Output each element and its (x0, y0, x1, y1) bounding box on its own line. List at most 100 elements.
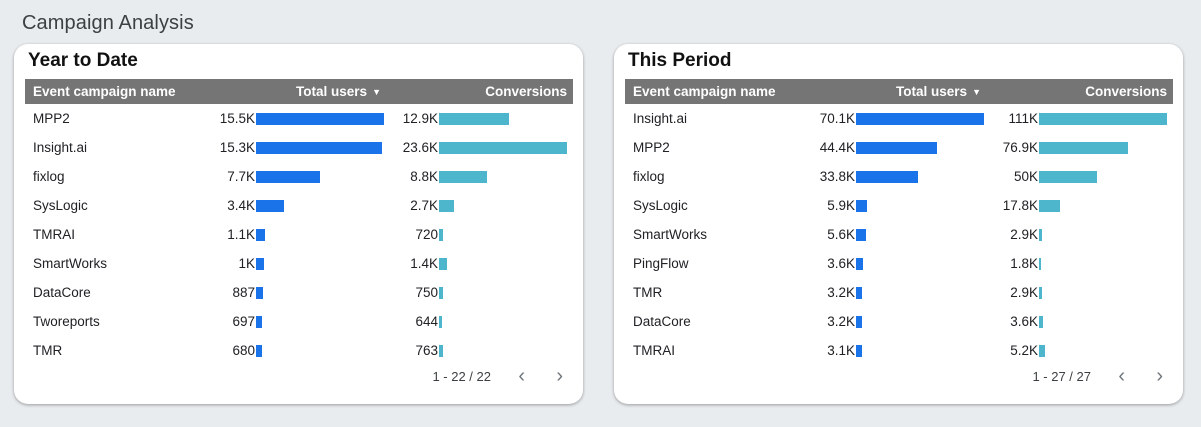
table-row[interactable]: SmartWorks 1K 1.4K (25, 249, 573, 278)
total-users-value: 1.1K (227, 227, 255, 242)
pagination-label: 1 - 22 / 22 (432, 369, 491, 384)
conversions-bar (439, 171, 487, 183)
total-users-value: 33.8K (819, 169, 855, 184)
conversions-value: 23.6K (402, 140, 438, 155)
conversions-bar (1039, 200, 1060, 212)
total-users-bar (256, 345, 262, 357)
total-users-value: 5.6K (827, 227, 855, 242)
total-users-value: 44.4K (819, 140, 855, 155)
column-header-label: Total users (296, 84, 368, 99)
total-users-value: 3.1K (827, 343, 855, 358)
column-header-conversions[interactable]: Conversions (1085, 84, 1167, 99)
this-period-card: This Period Event campaign name Total us… (614, 44, 1183, 404)
table-row[interactable]: Insight.ai 15.3K 23.6K (25, 133, 573, 162)
conversions-bar (1039, 316, 1043, 328)
total-users-value: 697 (232, 314, 255, 329)
table-row[interactable]: Tworeports 697 644 (25, 307, 573, 336)
conversions-bar (439, 287, 443, 299)
column-header-campaign-name[interactable]: Event campaign name (633, 84, 776, 99)
total-users-bar (856, 142, 937, 154)
conversions-bar (439, 200, 454, 212)
chevron-right-icon[interactable]: › (1156, 365, 1163, 387)
sort-desc-icon[interactable]: ▼ (372, 87, 381, 97)
table-row[interactable]: TMRAI 3.1K 5.2K (625, 336, 1173, 365)
campaign-name: Insight.ai (633, 111, 688, 126)
column-header-campaign-name[interactable]: Event campaign name (33, 84, 176, 99)
total-users-bar (856, 287, 862, 299)
conversions-value: 2.9K (1010, 227, 1038, 242)
table-row[interactable]: MPP2 44.4K 76.9K (625, 133, 1173, 162)
table-row[interactable]: TMRAI 1.1K 720 (25, 220, 573, 249)
chevron-right-icon[interactable]: › (556, 365, 563, 387)
total-users-value: 15.3K (219, 140, 255, 155)
total-users-value: 3.4K (227, 198, 255, 213)
sort-desc-icon[interactable]: ▼ (972, 87, 981, 97)
total-users-bar (256, 113, 384, 125)
conversions-bar (1039, 171, 1097, 183)
total-users-bar (256, 142, 382, 154)
conversions-bar (1039, 287, 1042, 299)
table-row[interactable]: PingFlow 3.6K 1.8K (625, 249, 1173, 278)
chevron-left-icon[interactable]: ‹ (518, 365, 525, 387)
table-body: MPP2 15.5K 12.9K Insight.ai 15.3K 23.6K fixlog… (25, 104, 573, 365)
campaign-name: TMRAI (33, 227, 75, 242)
table-row[interactable]: TMR 680 763 (25, 336, 573, 365)
conversions-value: 50K (1013, 169, 1038, 184)
table-body: Insight.ai 70.1K 111K MPP2 44.4K 76.9K fixlog 3… (625, 104, 1173, 365)
conversions-bar (439, 316, 442, 328)
conversions-value: 3.6K (1010, 314, 1038, 329)
column-header-label: Total users (896, 84, 968, 99)
table-row[interactable]: MPP2 15.5K 12.9K (25, 104, 573, 133)
table-row[interactable]: SysLogic 3.4K 2.7K (25, 191, 573, 220)
table-row[interactable]: TMR 3.2K 2.9K (625, 278, 1173, 307)
total-users-bar (256, 287, 263, 299)
campaign-name: TMRAI (633, 343, 675, 358)
conversions-bar (1039, 113, 1167, 125)
conversions-value: 1.8K (1010, 256, 1038, 271)
total-users-bar (856, 229, 866, 241)
table-row[interactable]: fixlog 7.7K 8.8K (25, 162, 573, 191)
conversions-bar (1039, 258, 1041, 270)
total-users-bar (856, 113, 984, 125)
conversions-value: 720 (415, 227, 438, 242)
conversions-bar (439, 345, 443, 357)
table-row[interactable]: DataCore 3.2K 3.6K (625, 307, 1173, 336)
table-row[interactable]: fixlog 33.8K 50K (625, 162, 1173, 191)
campaign-name: SysLogic (633, 198, 688, 213)
total-users-value: 3.6K (827, 256, 855, 271)
campaign-name: TMR (633, 285, 663, 300)
column-header-total-users[interactable]: Total users ▼ (296, 84, 381, 99)
column-header-conversions[interactable]: Conversions (485, 84, 567, 99)
conversions-value: 12.9K (402, 111, 438, 126)
table-row[interactable]: SysLogic 5.9K 17.8K (625, 191, 1173, 220)
conversions-bar (1039, 345, 1045, 357)
conversions-bar (439, 113, 509, 125)
total-users-value: 1K (238, 256, 255, 271)
total-users-value: 5.9K (827, 198, 855, 213)
total-users-bar (856, 258, 863, 270)
total-users-value: 70.1K (819, 111, 855, 126)
conversions-value: 17.8K (1002, 198, 1038, 213)
table-row[interactable]: SmartWorks 5.6K 2.9K (625, 220, 1173, 249)
campaign-name: fixlog (33, 169, 65, 184)
chevron-left-icon[interactable]: ‹ (1118, 365, 1125, 387)
campaign-name: PingFlow (633, 256, 689, 271)
table-row[interactable]: DataCore 887 750 (25, 278, 573, 307)
pagination-label: 1 - 27 / 27 (1032, 369, 1091, 384)
table-row[interactable]: Insight.ai 70.1K 111K (625, 104, 1173, 133)
total-users-value: 3.2K (827, 314, 855, 329)
total-users-value: 887 (232, 285, 255, 300)
campaign-name: MPP2 (633, 140, 670, 155)
conversions-value: 76.9K (1002, 140, 1038, 155)
table-header: Event campaign name Total users ▼ Convers… (25, 79, 573, 104)
table-header: Event campaign name Total users ▼ Convers… (625, 79, 1173, 104)
campaign-name: Tworeports (33, 314, 100, 329)
conversions-bar (439, 258, 447, 270)
conversions-bar (1039, 229, 1042, 241)
page-title: Campaign Analysis (22, 12, 194, 34)
card-title: This Period (628, 50, 732, 71)
conversions-value: 1.4K (410, 256, 438, 271)
total-users-value: 680 (232, 343, 255, 358)
column-header-total-users[interactable]: Total users ▼ (896, 84, 981, 99)
campaign-name: DataCore (33, 285, 91, 300)
